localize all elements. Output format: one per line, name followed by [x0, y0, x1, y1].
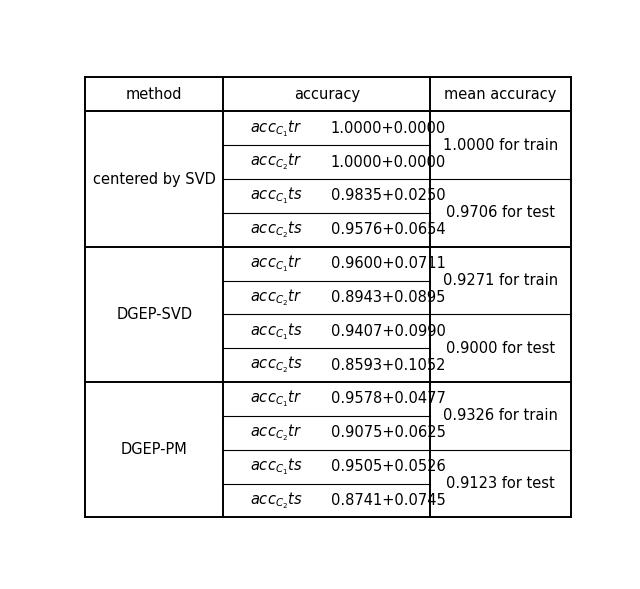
Text: accuracy: accuracy: [294, 87, 360, 102]
Text: $acc_{C_2}ts$: $acc_{C_2}ts$: [250, 220, 303, 240]
Text: centered by SVD: centered by SVD: [93, 171, 216, 187]
Text: DGEP-PM: DGEP-PM: [121, 442, 188, 457]
Text: $acc_{C_1}tr$: $acc_{C_1}tr$: [250, 389, 302, 409]
Text: 0.9000 for test: 0.9000 for test: [446, 340, 555, 356]
Text: $acc_{C_2}tr$: $acc_{C_2}tr$: [250, 152, 302, 173]
Text: $acc_{C_2}ts$: $acc_{C_2}ts$: [250, 355, 303, 375]
Text: $acc_{C_1}ts$: $acc_{C_1}ts$: [250, 321, 303, 342]
Text: $acc_{C_2}ts$: $acc_{C_2}ts$: [250, 490, 303, 511]
Text: 0.9407+0.0990: 0.9407+0.0990: [331, 324, 446, 339]
Text: 0.9835+0.0250: 0.9835+0.0250: [331, 188, 445, 203]
Text: mean accuracy: mean accuracy: [444, 87, 557, 102]
Text: 0.9576+0.0654: 0.9576+0.0654: [331, 222, 445, 237]
Text: $acc_{C_2}tr$: $acc_{C_2}tr$: [250, 422, 302, 443]
Text: 1.0000+0.0000: 1.0000+0.0000: [331, 155, 446, 170]
Text: DGEP-SVD: DGEP-SVD: [116, 307, 192, 322]
Text: 0.9075+0.0625: 0.9075+0.0625: [331, 425, 446, 441]
Text: 0.9326 for train: 0.9326 for train: [443, 408, 558, 423]
Text: 0.9706 for test: 0.9706 for test: [446, 206, 555, 220]
Text: 0.9600+0.0711: 0.9600+0.0711: [331, 256, 446, 271]
Text: 0.9123 for test: 0.9123 for test: [446, 476, 555, 491]
Text: $acc_{C_1}ts$: $acc_{C_1}ts$: [250, 456, 303, 477]
Text: 0.9578+0.0477: 0.9578+0.0477: [331, 392, 446, 406]
Text: $acc_{C_1}tr$: $acc_{C_1}tr$: [250, 253, 302, 274]
Text: 1.0000 for train: 1.0000 for train: [443, 138, 558, 153]
Text: 0.9271 for train: 0.9271 for train: [443, 273, 558, 288]
Text: 0.8593+0.1052: 0.8593+0.1052: [331, 358, 445, 373]
Text: 1.0000+0.0000: 1.0000+0.0000: [331, 121, 446, 136]
Text: 0.8741+0.0745: 0.8741+0.0745: [331, 493, 445, 508]
Text: $acc_{C_1}ts$: $acc_{C_1}ts$: [250, 186, 303, 206]
Text: 0.8943+0.0895: 0.8943+0.0895: [331, 290, 445, 305]
Text: $acc_{C_1}tr$: $acc_{C_1}tr$: [250, 118, 302, 138]
Text: method: method: [126, 87, 182, 102]
Text: 0.9505+0.0526: 0.9505+0.0526: [331, 459, 445, 474]
Text: $acc_{C_2}tr$: $acc_{C_2}tr$: [250, 287, 302, 308]
